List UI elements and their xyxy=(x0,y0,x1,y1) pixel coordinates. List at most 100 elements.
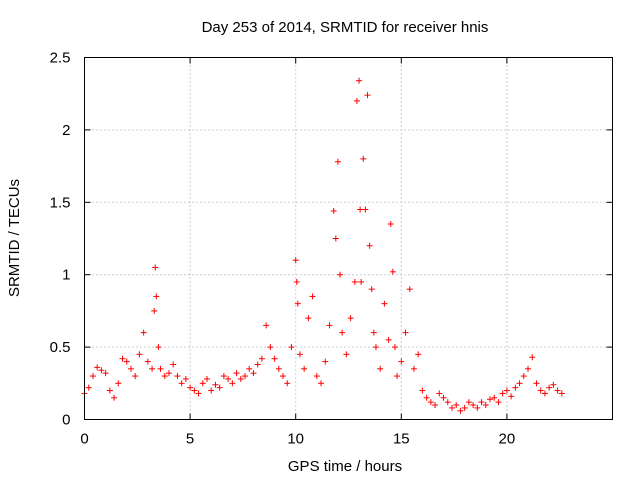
data-point xyxy=(381,300,388,307)
data-point xyxy=(271,355,278,362)
data-point xyxy=(385,336,392,343)
data-point xyxy=(292,257,299,264)
data-point xyxy=(115,380,122,387)
x-tick-label: 15 xyxy=(393,431,410,448)
data-point xyxy=(313,373,320,380)
data-point xyxy=(332,235,339,242)
data-point xyxy=(102,370,109,377)
data-point xyxy=(427,399,434,406)
data-point xyxy=(394,373,401,380)
data-point xyxy=(250,370,257,377)
data-point xyxy=(419,387,426,394)
points-layer xyxy=(81,77,565,414)
data-point xyxy=(550,381,557,388)
data-point xyxy=(525,365,532,372)
data-point xyxy=(366,242,373,249)
data-point xyxy=(318,380,325,387)
data-point xyxy=(237,375,244,382)
data-point xyxy=(263,322,270,329)
data-point xyxy=(364,92,371,99)
data-point xyxy=(254,361,261,368)
data-point xyxy=(293,278,300,285)
data-point xyxy=(246,365,253,372)
data-point xyxy=(182,375,189,382)
data-point xyxy=(123,358,130,365)
data-point xyxy=(546,384,553,391)
data-point xyxy=(358,278,365,285)
data-point xyxy=(516,380,523,387)
data-point xyxy=(461,404,468,411)
data-point xyxy=(174,373,181,380)
data-point xyxy=(155,344,162,351)
data-point xyxy=(453,402,460,409)
data-point xyxy=(208,387,215,394)
data-point xyxy=(558,390,565,397)
data-point xyxy=(495,399,502,406)
data-point xyxy=(389,268,396,275)
data-point xyxy=(187,384,194,391)
data-point xyxy=(199,380,206,387)
y-tick-label: 2 xyxy=(62,122,70,139)
data-point xyxy=(482,402,489,409)
data-point xyxy=(191,387,198,394)
data-point xyxy=(178,380,185,387)
y-tick-label: 1 xyxy=(62,267,70,284)
data-point xyxy=(296,351,303,358)
data-point xyxy=(119,355,126,362)
data-point xyxy=(415,351,422,358)
data-point xyxy=(372,344,379,351)
data-point xyxy=(153,293,160,300)
data-point xyxy=(406,286,413,293)
data-point xyxy=(225,375,232,382)
data-point xyxy=(140,329,147,336)
data-point xyxy=(203,375,210,382)
data-point xyxy=(98,367,105,374)
data-point xyxy=(326,322,333,329)
data-point xyxy=(212,381,219,388)
data-point xyxy=(85,384,92,391)
data-point xyxy=(503,387,510,394)
data-point xyxy=(322,358,329,365)
data-point xyxy=(360,155,367,162)
data-point xyxy=(89,373,96,380)
data-point xyxy=(294,300,301,307)
data-point xyxy=(391,344,398,351)
data-point xyxy=(165,370,172,377)
data-point xyxy=(529,354,536,361)
y-tick-label: 2.5 xyxy=(50,50,71,67)
data-point xyxy=(351,278,358,285)
data-point xyxy=(491,394,498,401)
data-point xyxy=(402,329,409,336)
data-point xyxy=(94,364,101,371)
data-point xyxy=(305,315,312,322)
y-tick-label: 1.5 xyxy=(50,194,71,211)
data-point xyxy=(347,315,354,322)
data-point xyxy=(474,404,481,411)
data-point xyxy=(149,365,156,372)
data-point xyxy=(487,396,494,403)
data-point xyxy=(512,384,519,391)
data-point xyxy=(152,264,159,271)
data-point xyxy=(398,358,405,365)
data-point xyxy=(444,399,451,406)
data-point xyxy=(111,394,118,401)
data-point xyxy=(339,329,346,336)
data-point xyxy=(410,365,417,372)
data-point xyxy=(377,365,384,372)
data-point xyxy=(309,293,316,300)
grid-layer xyxy=(84,57,613,420)
data-point xyxy=(288,344,295,351)
data-point xyxy=(478,399,485,406)
data-point xyxy=(533,380,540,387)
data-point xyxy=(353,97,360,104)
data-point xyxy=(280,373,287,380)
data-point xyxy=(275,365,282,372)
data-point xyxy=(362,206,369,213)
data-point xyxy=(508,393,515,400)
y-tick-label: 0.5 xyxy=(50,339,71,356)
data-point xyxy=(284,380,291,387)
x-tick-label: 5 xyxy=(186,431,194,448)
data-point xyxy=(170,361,177,368)
data-point xyxy=(436,390,443,397)
